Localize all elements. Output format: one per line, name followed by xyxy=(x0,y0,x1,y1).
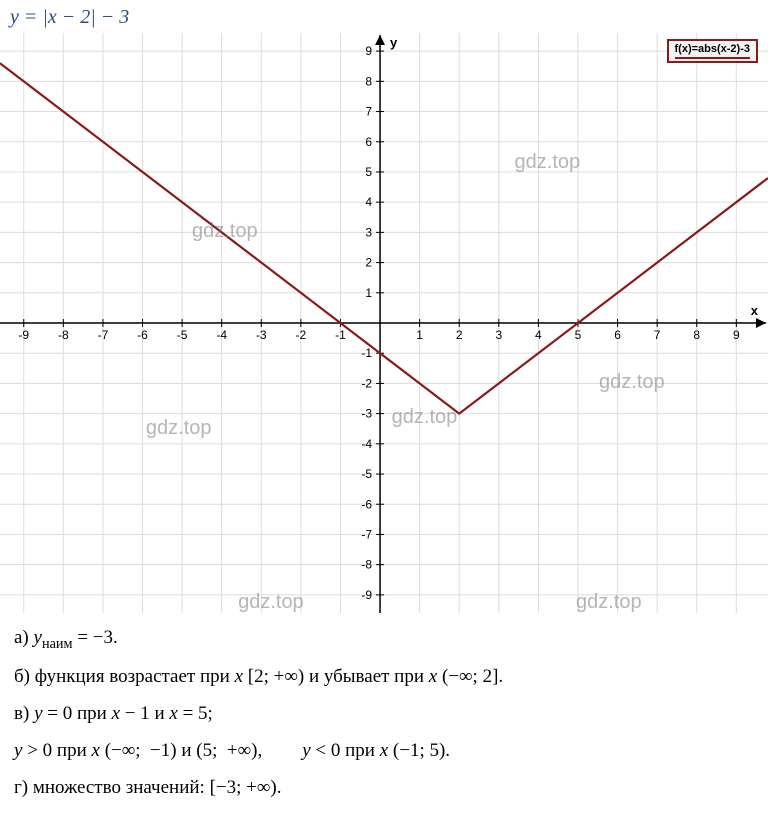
svg-text:-5: -5 xyxy=(177,328,188,342)
svg-text:-9: -9 xyxy=(18,328,29,342)
svg-text:8: 8 xyxy=(365,74,372,88)
answer-a: а) yнаим = −3. xyxy=(14,620,754,658)
svg-text:-5: -5 xyxy=(361,467,372,481)
svg-text:-2: -2 xyxy=(361,376,372,390)
answer-b: б) функция возрастает при x [2; +∞) и уб… xyxy=(14,659,754,695)
svg-text:-6: -6 xyxy=(361,497,372,511)
svg-text:3: 3 xyxy=(365,225,372,239)
legend-underline xyxy=(675,57,751,59)
legend-label: f(x)=abs(x-2)-3 xyxy=(675,43,751,55)
svg-text:-1: -1 xyxy=(361,346,372,360)
svg-text:-9: -9 xyxy=(361,588,372,602)
svg-text:x: x xyxy=(751,303,759,318)
svg-text:1: 1 xyxy=(416,328,423,342)
svg-text:9: 9 xyxy=(365,44,372,58)
answer-d: г) множество значений: [−3; +∞). xyxy=(14,770,754,806)
answer-c1: в) y = 0 при x − 1 и x = 5; xyxy=(14,696,754,732)
svg-text:-1: -1 xyxy=(335,328,346,342)
svg-text:-2: -2 xyxy=(296,328,307,342)
svg-text:3: 3 xyxy=(495,328,502,342)
svg-text:8: 8 xyxy=(693,328,700,342)
svg-text:7: 7 xyxy=(654,328,661,342)
equation-title: y = |x − 2| − 3 xyxy=(0,0,768,33)
legend: f(x)=abs(x-2)-3 xyxy=(667,39,759,63)
svg-text:6: 6 xyxy=(365,135,372,149)
svg-text:5: 5 xyxy=(365,165,372,179)
svg-text:4: 4 xyxy=(535,328,542,342)
svg-text:-4: -4 xyxy=(361,437,372,451)
svg-text:y: y xyxy=(390,35,398,50)
svg-text:7: 7 xyxy=(365,105,372,119)
svg-text:-8: -8 xyxy=(361,558,372,572)
svg-text:-3: -3 xyxy=(256,328,267,342)
svg-text:9: 9 xyxy=(733,328,740,342)
svg-text:2: 2 xyxy=(365,256,372,270)
svg-text:6: 6 xyxy=(614,328,621,342)
svg-text:-8: -8 xyxy=(58,328,69,342)
svg-text:5: 5 xyxy=(575,328,582,342)
svg-text:-7: -7 xyxy=(361,527,372,541)
svg-text:2: 2 xyxy=(456,328,463,342)
svg-text:-4: -4 xyxy=(216,328,227,342)
svg-text:-6: -6 xyxy=(137,328,148,342)
svg-text:1: 1 xyxy=(365,286,372,300)
function-plot: -9 -8 -7 -6 -5 -4 -3 -2 -1 1 2 3 4 5 6 7 8 9 -9 -8 -7 -6 -5 -4 -… xyxy=(0,33,768,613)
svg-text:-3: -3 xyxy=(361,407,372,421)
svg-text:4: 4 xyxy=(365,195,372,209)
svg-text:-7: -7 xyxy=(98,328,109,342)
answer-c2: y > 0 при x (−∞; −1) и (5; +∞),y < 0 при… xyxy=(14,733,754,769)
chart-container: -9 -8 -7 -6 -5 -4 -3 -2 -1 1 2 3 4 5 6 7 8 9 -9 -8 -7 -6 -5 -4 -… xyxy=(0,33,768,613)
answers-block: а) yнаим = −3. б) функция возрастает при… xyxy=(0,613,768,813)
